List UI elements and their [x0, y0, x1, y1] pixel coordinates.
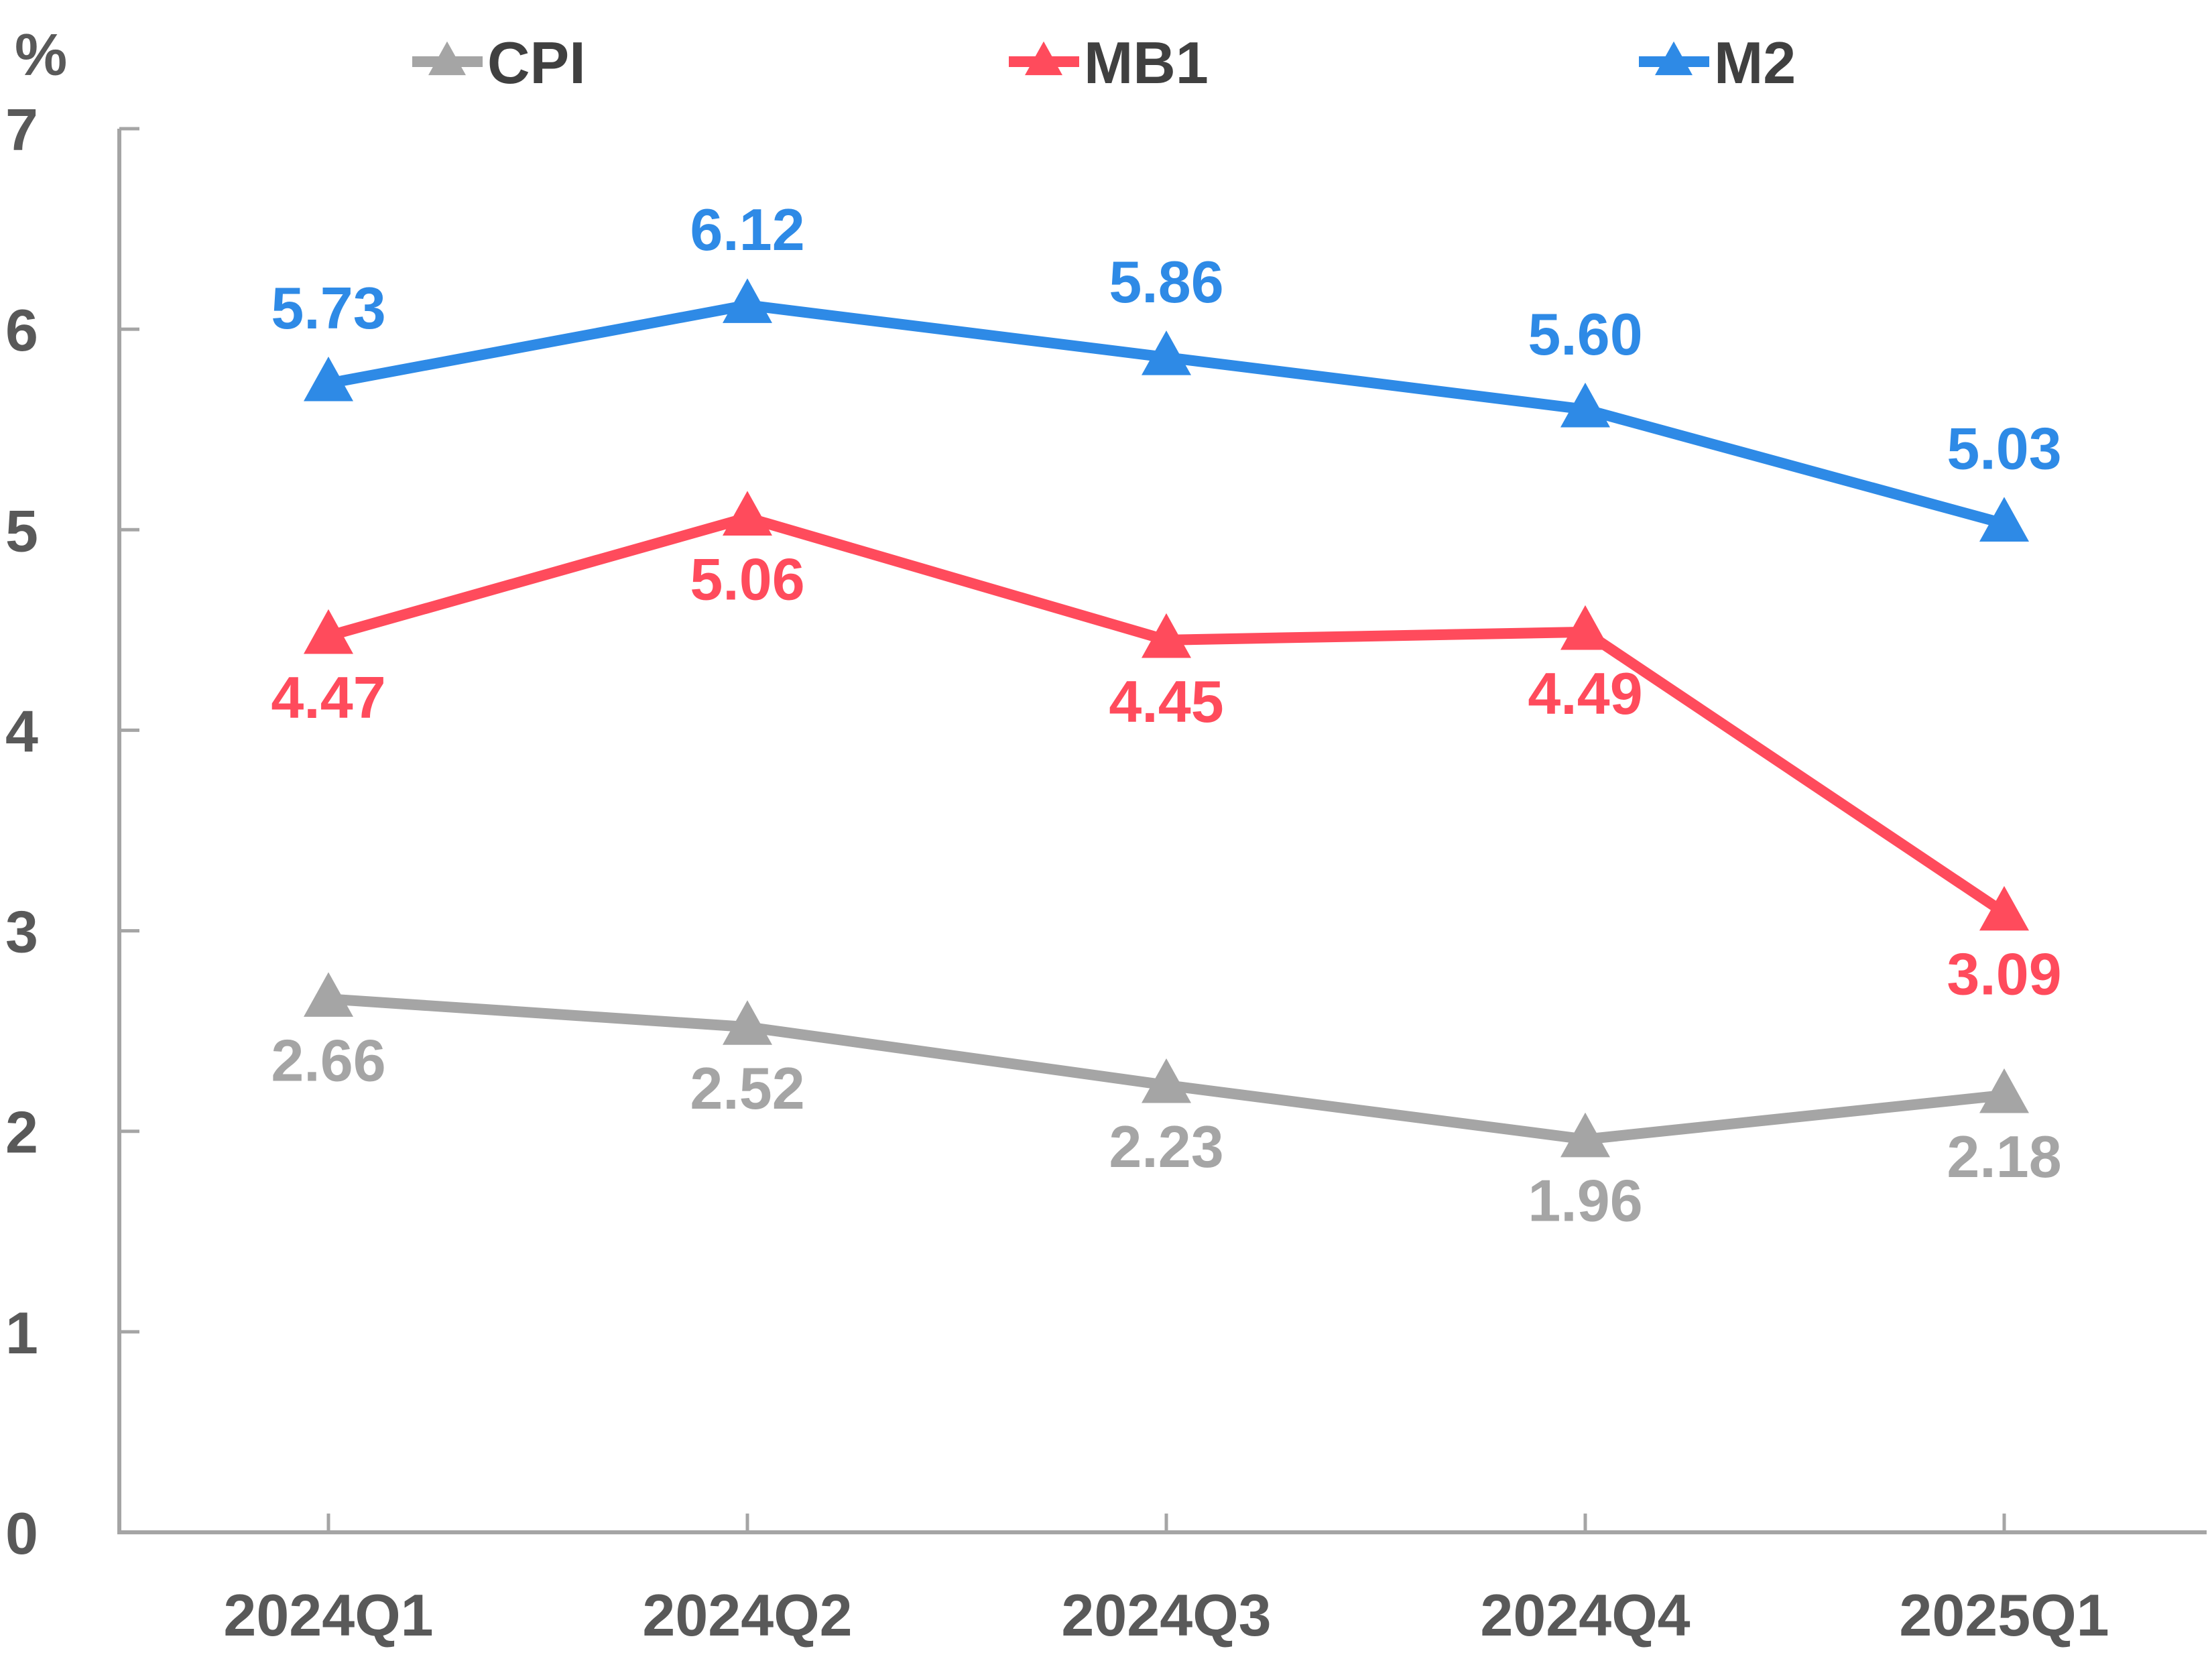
y-axis-unit-label: %	[15, 21, 67, 88]
data-point-mb1	[1979, 885, 2029, 931]
data-point-cpi	[723, 1000, 772, 1045]
data-point-mb1	[304, 609, 353, 654]
legend-label-cpi: CPI	[487, 29, 586, 96]
data-point-m2	[1142, 330, 1191, 375]
data-point-cpi	[304, 972, 353, 1017]
data-label-m2: 5.60	[1528, 301, 1642, 367]
y-tick-label: 2	[5, 1099, 38, 1166]
legend-label-m2: M2	[1714, 29, 1796, 96]
data-point-m2	[1560, 382, 1610, 428]
data-label-cpi: 2.66	[271, 1027, 385, 1093]
data-point-cpi	[1560, 1112, 1610, 1158]
data-label-cpi: 2.18	[1947, 1123, 2061, 1190]
data-label-cpi: 1.96	[1528, 1168, 1642, 1234]
x-tick-label: 2024Q3	[1061, 1582, 1271, 1648]
legend-label-mb1: MB1	[1084, 29, 1209, 96]
series-cpi: 2.66 2.52 2.23 1.96 2.18	[271, 972, 2062, 1234]
data-label-mb1: 4.49	[1528, 660, 1642, 727]
x-tick-label: 2024Q2	[642, 1582, 852, 1648]
x-tick-label: 2024Q1	[223, 1582, 433, 1648]
data-label-mb1: 4.45	[1109, 668, 1223, 735]
data-label-m2: 5.86	[1109, 249, 1223, 315]
data-point-mb1	[1142, 613, 1191, 658]
data-point-m2	[723, 278, 772, 323]
y-tick-label: 6	[5, 297, 38, 363]
data-point-m2	[1979, 497, 2029, 542]
data-label-m2: 5.03	[1947, 415, 2061, 481]
legend-marker-m2	[1655, 41, 1693, 76]
y-tick-label: 1	[5, 1300, 38, 1366]
legend-marker-mb1	[1025, 41, 1062, 76]
data-label-cpi: 2.23	[1109, 1113, 1223, 1180]
legend-item-m2: M2	[1639, 29, 1796, 96]
x-tick-label: 2024Q4	[1480, 1582, 1690, 1648]
legend-item-cpi: CPI	[412, 29, 586, 96]
legend-marker-cpi	[428, 41, 466, 76]
y-tick-label: 4	[5, 698, 38, 764]
data-label-mb1: 3.09	[1947, 941, 2061, 1007]
x-tick-label: 2025Q1	[1899, 1582, 2109, 1648]
legend-item-mb1: MB1	[1009, 29, 1209, 96]
data-label-mb1: 5.06	[690, 546, 804, 612]
series-m2: 5.73 6.12 5.86 5.60 5.03	[271, 196, 2062, 542]
series-layer: 2.66 2.52 2.23 1.96 2.18 4.47 5.06 4.45 4.49 3.09…	[271, 196, 2061, 1233]
data-point-m2	[304, 356, 353, 402]
y-tick-label: 5	[5, 497, 38, 564]
series-mb1: 4.47 5.06 4.45 4.49 3.09	[271, 491, 2062, 1007]
y-tick-label: 3	[5, 899, 38, 965]
axes	[117, 129, 2207, 1534]
y-tick-label: 0	[5, 1500, 38, 1566]
data-point-cpi	[1979, 1068, 2029, 1113]
data-label-m2: 5.73	[271, 275, 385, 341]
y-tick-label: 7	[5, 97, 38, 163]
data-label-mb1: 4.47	[271, 664, 385, 731]
x-axis-ticks: 2024Q1 2024Q2 2024Q3 2024Q4 2025Q1	[223, 1514, 2109, 1648]
data-point-mb1	[1560, 605, 1610, 650]
data-point-cpi	[1142, 1058, 1191, 1103]
data-point-mb1	[723, 491, 772, 536]
legend: CPI MB1 M2	[412, 29, 1796, 96]
data-label-m2: 6.12	[690, 196, 804, 263]
y-axis-ticks: 0 1 2 3 4 5 6 7	[5, 97, 139, 1566]
data-label-cpi: 2.52	[690, 1055, 804, 1121]
